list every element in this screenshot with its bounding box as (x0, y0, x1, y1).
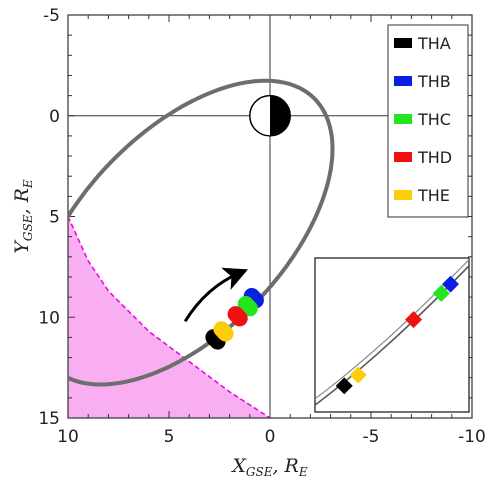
y-tick-label: -5 (43, 6, 60, 26)
legend-label-thb: THB (417, 72, 451, 91)
x-tick-label: -5 (363, 427, 380, 447)
inset-marker-thd (405, 311, 423, 329)
y-axis-label-subscript: E (21, 179, 35, 189)
magnetosheath-region (68, 216, 270, 418)
spacecraft-marker-the (213, 321, 234, 342)
legend-swatch-thc (394, 114, 412, 124)
orbit-path (68, 78, 335, 387)
y-axis-label-text: Y (11, 239, 33, 254)
y-axis-label-subscript: GSE (21, 214, 35, 241)
legend-label-thc: THC (417, 110, 451, 129)
x-axis-label-text: X (230, 455, 247, 477)
x-tick-label: 0 (265, 427, 276, 447)
x-axis-label-subscript: E (298, 465, 308, 479)
legend-label-thd: THD (417, 148, 452, 167)
marker-shape (227, 306, 248, 327)
legend-label-tha: THA (417, 34, 451, 53)
earth-nightside (270, 95, 291, 136)
y-tick-label: 15 (38, 409, 60, 429)
y-tick-label: 5 (49, 208, 60, 228)
y-tick-label: 10 (38, 308, 60, 328)
legend-swatch-thb (394, 76, 412, 86)
magnetopause-boundary (67, 216, 271, 419)
marker-shape (213, 321, 234, 342)
inset-marker-thb (442, 275, 460, 293)
x-axis-label-text: , R (272, 455, 298, 477)
x-tick-label: -10 (458, 427, 486, 447)
x-tick-label: 5 (164, 427, 175, 447)
inset-marker-tha (335, 377, 353, 395)
x-axis-label-subscript: GSE (246, 465, 273, 479)
spacecraft-marker-thd (227, 306, 248, 327)
legend-swatch-tha (394, 38, 412, 48)
legend-swatch-the (394, 190, 412, 200)
inset-marker-the (349, 366, 367, 384)
y-tick-label: 0 (49, 107, 60, 127)
x-axis-label: XGSE, RE (230, 455, 308, 479)
motion-arrow (183, 267, 248, 323)
legend-swatch-thd (394, 152, 412, 162)
y-axis-label-text: , R (11, 188, 33, 214)
y-axis-label: YGSE, RE (11, 179, 35, 254)
inset-marker-thc (432, 284, 450, 302)
x-tick-label: 10 (57, 427, 79, 447)
inset-content (315, 258, 469, 407)
legend-label-the: THE (417, 186, 450, 205)
